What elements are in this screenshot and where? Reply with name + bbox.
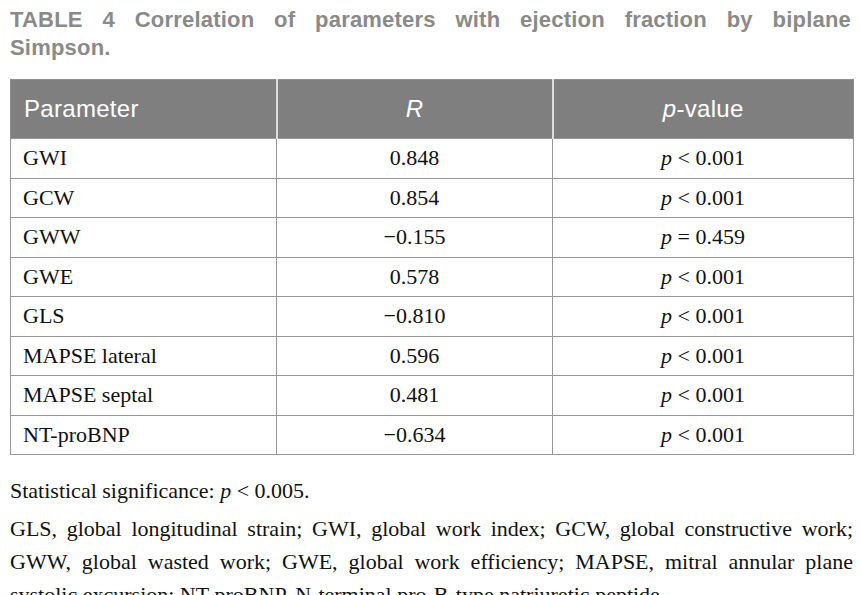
- r-cell: 0.848: [277, 139, 553, 179]
- parameter-cell: MAPSE septal: [11, 376, 277, 416]
- table-caption-line1: TABLE 4 Correlation of parameters with e…: [10, 6, 851, 34]
- p-cell: p < 0.001: [553, 178, 854, 218]
- p-symbol: p: [661, 224, 672, 249]
- r-cell: −0.155: [277, 218, 553, 258]
- p-relation: < 0.001: [672, 343, 745, 368]
- column-header-p-value: p-value: [553, 80, 854, 139]
- p-symbol: p: [661, 264, 672, 289]
- table-caption: TABLE 4 Correlation of parameters with e…: [10, 6, 851, 62]
- column-header-r: R: [277, 80, 553, 139]
- table-row: MAPSE septal 0.481 p < 0.001: [11, 376, 854, 416]
- table-row: GWI 0.848 p < 0.001: [11, 139, 854, 179]
- column-header-parameter: Parameter: [11, 80, 277, 139]
- p-symbol: p: [661, 303, 672, 328]
- p-relation: < 0.001: [672, 264, 745, 289]
- parameter-cell: GLS: [11, 297, 277, 337]
- p-relation: < 0.001: [672, 185, 745, 210]
- p-cell: p < 0.001: [553, 336, 854, 376]
- p-cell: p < 0.001: [553, 376, 854, 416]
- footnote-abbreviations: GLS, global longitudinal strain; GWI, gl…: [10, 512, 853, 595]
- footnote-significance-rest: < 0.005.: [231, 478, 309, 503]
- p-relation: < 0.001: [672, 145, 745, 170]
- table-row: GLS −0.810 p < 0.001: [11, 297, 854, 337]
- footnote-significance-prefix: Statistical significance:: [10, 478, 220, 503]
- r-cell: 0.481: [277, 376, 553, 416]
- table-row: MAPSE lateral 0.596 p < 0.001: [11, 336, 854, 376]
- parameter-cell: MAPSE lateral: [11, 336, 277, 376]
- p-relation: = 0.459: [672, 224, 745, 249]
- footnote-significance: Statistical significance: p < 0.005.: [10, 477, 851, 505]
- parameter-cell: GCW: [11, 178, 277, 218]
- p-value-header-rest: -value: [676, 95, 743, 122]
- p-relation: < 0.001: [672, 422, 745, 447]
- p-value-header-p: p: [663, 95, 677, 122]
- parameter-cell: NT-proBNP: [11, 415, 277, 455]
- r-cell: −0.810: [277, 297, 553, 337]
- r-cell: 0.596: [277, 336, 553, 376]
- correlation-table: Parameter R p-value GWI 0.848 p < 0.001 …: [10, 79, 854, 455]
- r-cell: 0.854: [277, 178, 553, 218]
- p-cell: p < 0.001: [553, 415, 854, 455]
- p-relation: < 0.001: [672, 303, 745, 328]
- table-row: NT-proBNP −0.634 p < 0.001: [11, 415, 854, 455]
- page: TABLE 4 Correlation of parameters with e…: [0, 0, 861, 595]
- p-symbol: p: [661, 185, 672, 210]
- r-cell: 0.578: [277, 257, 553, 297]
- p-symbol: p: [661, 422, 672, 447]
- p-cell: p < 0.001: [553, 297, 854, 337]
- table-header-row: Parameter R p-value: [11, 80, 854, 139]
- p-cell: p = 0.459: [553, 218, 854, 258]
- p-symbol: p: [661, 145, 672, 170]
- table-row: GWW −0.155 p = 0.459: [11, 218, 854, 258]
- p-symbol: p: [661, 343, 672, 368]
- p-cell: p < 0.001: [553, 257, 854, 297]
- table-caption-line2: Simpson.: [10, 34, 851, 62]
- parameter-cell: GWW: [11, 218, 277, 258]
- p-symbol: p: [661, 382, 672, 407]
- table-row: GWE 0.578 p < 0.001: [11, 257, 854, 297]
- parameter-cell: GWE: [11, 257, 277, 297]
- r-cell: −0.634: [277, 415, 553, 455]
- parameter-cell: GWI: [11, 139, 277, 179]
- footnote-significance-p: p: [220, 478, 231, 503]
- table-row: GCW 0.854 p < 0.001: [11, 178, 854, 218]
- p-cell: p < 0.001: [553, 139, 854, 179]
- p-relation: < 0.001: [672, 382, 745, 407]
